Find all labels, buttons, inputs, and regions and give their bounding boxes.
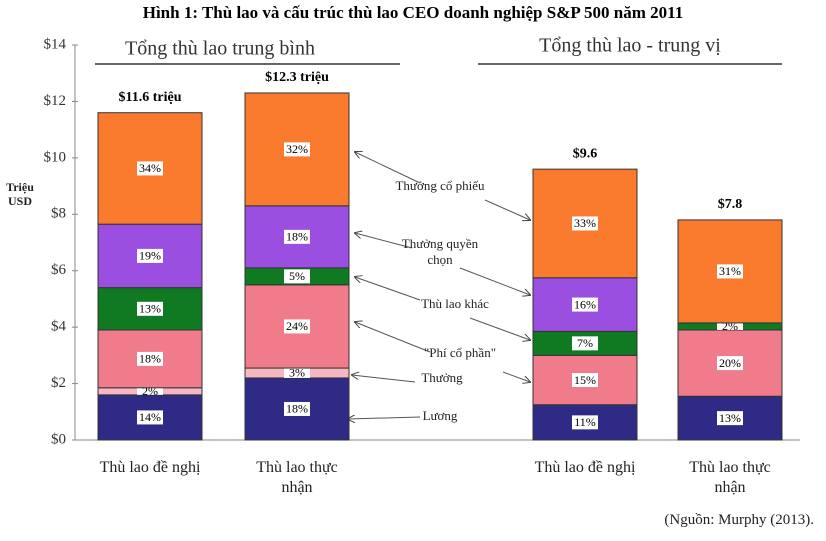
y-tick-label: $10 [44, 149, 67, 165]
data-label: 18% [286, 402, 308, 416]
x-tick-label: Thù lao thực nhận [689, 459, 771, 496]
data-label: 7% [577, 336, 593, 350]
bar-segment [244, 377, 350, 441]
data-label: 13% [719, 411, 741, 425]
label-box [137, 387, 163, 395]
series-label: Thưởng [421, 370, 463, 385]
y-tick-label: $8 [51, 206, 66, 222]
label-box [137, 410, 163, 425]
group-title: Tổng thù lao - trung vị [539, 35, 721, 57]
label-box [137, 248, 163, 263]
y-tick-label: $14 [44, 36, 67, 52]
data-label: 16% [574, 297, 596, 311]
x-tick-label: Thù lao đề nghị [99, 459, 201, 476]
group-title: Tổng thù lao trung bình [125, 38, 315, 60]
data-label: 18% [139, 352, 161, 366]
label-box [572, 415, 598, 430]
data-label: 31% [719, 264, 741, 278]
arrows [348, 152, 530, 419]
label-box [717, 322, 743, 330]
data-label: 24% [286, 319, 308, 333]
series-label: Thưởng cổ phiếu [395, 178, 485, 193]
label-box [717, 356, 743, 371]
y-tick-label: $12 [44, 93, 67, 109]
data-label: 32% [286, 142, 308, 156]
label-box [137, 161, 163, 176]
label-box [572, 373, 598, 388]
label-box [284, 368, 310, 378]
total-label: $11.6 triệu [119, 90, 182, 105]
x-tick-label: Thù lao đề nghị [534, 459, 636, 476]
y-tick-label: $4 [51, 319, 67, 335]
total-label: $12.3 triệu [265, 70, 329, 85]
data-label: 33% [574, 216, 596, 230]
data-label: 34% [139, 161, 161, 175]
series-label: Lương [422, 408, 458, 423]
label-box [717, 264, 743, 279]
label-box [284, 229, 310, 244]
x-tick-label: Thù lao thực nhận [256, 459, 338, 496]
data-label: 18% [286, 230, 308, 244]
label-box [284, 319, 310, 334]
series-label: Thù lao khác [421, 296, 489, 311]
label-box [137, 351, 163, 366]
y-tick-label: $6 [51, 262, 67, 278]
data-label: 20% [719, 356, 741, 370]
label-box [572, 216, 598, 231]
label-box [284, 142, 310, 157]
label-box [284, 401, 310, 416]
label-box [717, 411, 743, 426]
label-box [572, 336, 598, 351]
chart-title: Hình 1: Thù lao và cấu trúc thù lao CEO … [143, 3, 684, 22]
data-label: 15% [574, 373, 596, 387]
data-label: 19% [139, 249, 161, 263]
data-label: 14% [139, 410, 161, 424]
total-label: $9.6 [573, 146, 598, 161]
series-label: Thưởng quyền chọn [401, 236, 479, 267]
series-label: "Phí cổ phần" [424, 345, 496, 360]
source: (Nguồn: Murphy (2013). [664, 512, 814, 528]
label-box [284, 269, 310, 284]
y-tick-label: $0 [51, 431, 66, 447]
y-axis-label: Triệu USD [6, 180, 34, 208]
data-label: 11% [574, 415, 596, 429]
label-box [572, 297, 598, 312]
total-label: $7.8 [718, 197, 743, 212]
label-box [137, 301, 163, 316]
data-label: 13% [139, 302, 161, 316]
data-label: 5% [289, 269, 305, 283]
y-tick-label: $2 [51, 375, 66, 391]
data-label: 3% [289, 366, 305, 380]
